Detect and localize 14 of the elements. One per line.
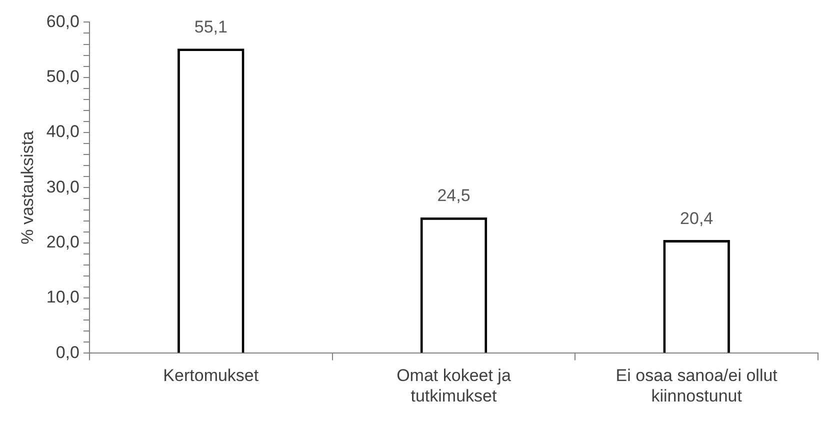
x-tick-label: Omat kokeet ja tutkimukset [396, 366, 512, 406]
data-label: 55,1 [194, 17, 228, 36]
x-tick-label: Ei osaa sanoa/ei ollut kiinnostunut [616, 366, 778, 406]
y-tick-label: 60,0 [46, 12, 80, 31]
y-tick-label: 40,0 [46, 122, 80, 142]
y-axis-title: % vastauksista [18, 130, 37, 244]
x-tick-label: Kertomukset [163, 366, 259, 386]
y-tick-label: 0,0 [56, 342, 80, 362]
y-tick-label: 20,0 [46, 232, 80, 252]
data-label: 24,5 [437, 186, 470, 206]
y-tick-label: 50,0 [46, 67, 80, 86]
y-tick-label: 30,0 [46, 177, 80, 196]
y-tick-label: 10,0 [46, 288, 80, 307]
data-label: 20,4 [680, 208, 714, 228]
